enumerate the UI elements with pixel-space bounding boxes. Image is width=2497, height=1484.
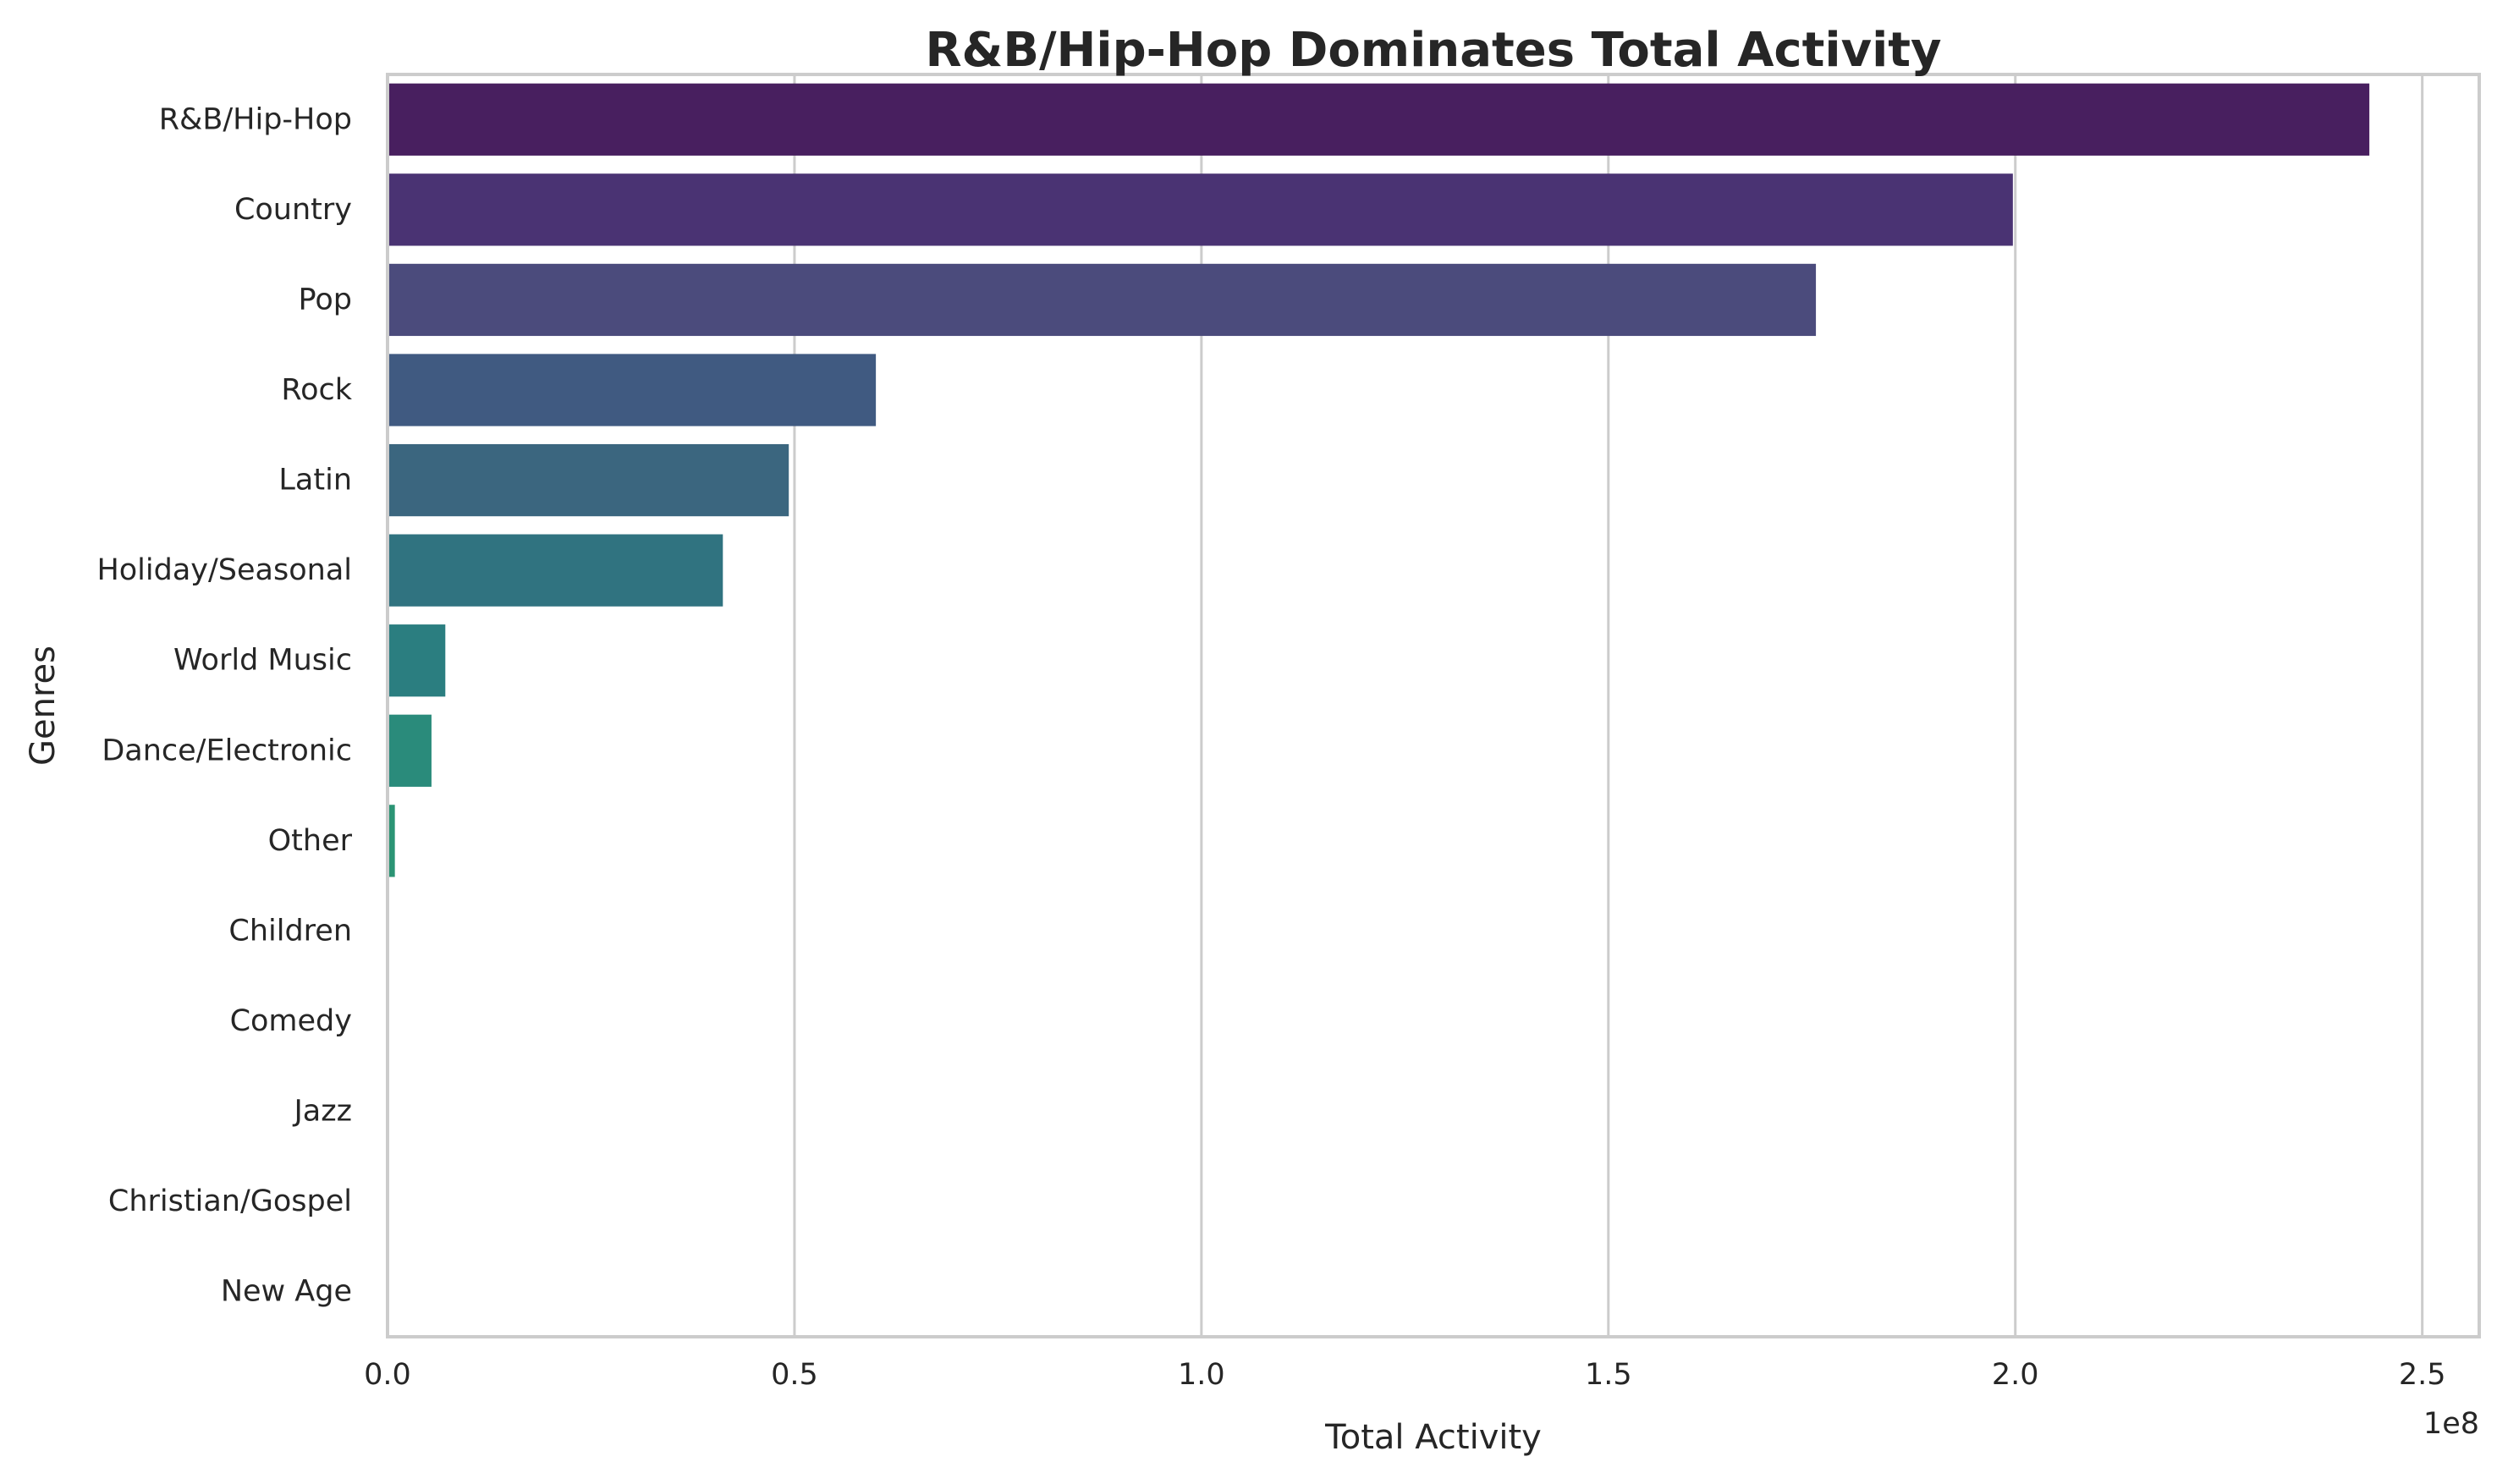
x-tick-label: 1.5 [1585,1358,1632,1392]
bar [388,443,789,517]
y-tick-label: Comedy [230,1004,352,1038]
plot-frame [386,73,2481,1338]
x-axis-label: Total Activity [1324,1418,1542,1457]
x-tick-label: 2.0 [1992,1358,2039,1392]
y-tick-label: Rock [281,373,352,407]
bar [388,83,2370,156]
bar [388,624,446,697]
bar [388,263,1817,337]
bar [388,173,2013,246]
x-scale-label: 1e8 [2423,1407,2479,1441]
bar [388,534,723,607]
y-tick-label: Latin [278,464,352,497]
x-tick-label: 0.0 [364,1358,411,1392]
y-tick-label: Pop [299,283,353,316]
y-tick-label: Children [228,914,352,948]
y-tick-label: Holiday/Seasonal [96,553,352,587]
y-tick-labels: R&B/Hip-Hop Country Pop Rock Latin Holiday/Se… [96,102,352,1308]
y-tick-label: Christian/Gospel [108,1184,352,1218]
bar [388,714,432,787]
y-tick-label: Other [268,824,353,858]
y-tick-label: Country [234,193,352,227]
chart-title: R&B/Hip-Hop Dominates Total Activity [925,23,1941,78]
bar [388,805,395,877]
y-axis-label: Genres [24,646,63,766]
y-tick-label: New Age [221,1275,352,1309]
x-tick-label: 0.5 [771,1358,818,1392]
y-tick-label: Dance/Electronic [102,734,352,767]
x-tick-label: 2.5 [2399,1358,2446,1392]
y-tick-label: Jazz [292,1095,352,1129]
x-tick-labels: 0.0 0.5 1.0 1.5 2.0 2.5 [364,1358,2445,1392]
x-tick-label: 1.0 [1178,1358,1225,1392]
bars-layer [388,83,2370,877]
y-tick-label: R&B/Hip-Hop [159,102,352,136]
y-tick-label: World Music [173,644,352,678]
bar [388,354,877,426]
